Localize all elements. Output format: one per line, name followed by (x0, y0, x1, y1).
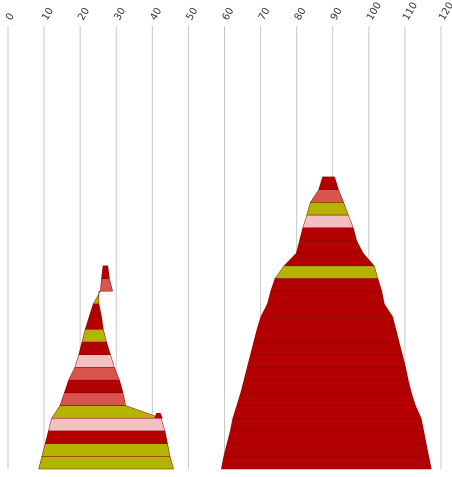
right-stack-band-19 (302, 214, 354, 228)
left-stack-band-3 (48, 417, 166, 432)
right-stack (220, 176, 432, 470)
tick-label-50: 50 (184, 6, 200, 23)
right-stack-band-13 (267, 290, 385, 305)
left-stack-band-5 (59, 392, 126, 406)
right-stack-band-17 (295, 240, 364, 254)
right-stack-band-1 (223, 443, 430, 457)
tick-label-0: 0 (4, 11, 17, 22)
right-stack-band-0 (220, 456, 432, 470)
tick-label-70: 70 (257, 6, 273, 23)
left-stack-band-14 (100, 278, 113, 292)
right-stack-band-22 (318, 176, 339, 190)
left-stack-band-4 (51, 405, 162, 419)
right-stack-band-2 (226, 430, 427, 444)
right-stack-band-8 (246, 354, 406, 368)
tick-label-40: 40 (148, 6, 164, 23)
left-stack-band-8 (74, 354, 115, 368)
right-stack-band-20 (306, 202, 349, 216)
right-stack-band-7 (243, 367, 409, 381)
tick-label-120: 120 (437, 0, 452, 22)
right-stack-band-3 (229, 417, 425, 432)
left-stack-band-13 (92, 290, 101, 305)
left-stack-band-2 (44, 430, 168, 444)
right-stack-band-10 (253, 329, 400, 343)
left-stack-band-12 (88, 303, 102, 317)
right-stack-band-9 (250, 341, 403, 355)
x-axis-tick-labels: 0 10 20 30 40 50 60 70 80 90 100 110 120 (4, 0, 452, 22)
stacked-shapes (38, 176, 432, 470)
left-stack-band-0 (38, 456, 174, 470)
left-stack-band-6 (63, 379, 124, 394)
right-stack-band-11 (256, 316, 397, 330)
tick-label-110: 110 (401, 0, 420, 22)
right-stack-band-16 (283, 252, 375, 267)
left-stack-bump-0 (154, 412, 163, 419)
left-stack-band-10 (81, 329, 107, 343)
left-stack-band-7 (68, 367, 120, 381)
right-stack-band-6 (240, 379, 412, 394)
left-stack-band-11 (84, 316, 104, 330)
tick-label-100: 100 (365, 0, 384, 22)
tick-label-60: 60 (221, 6, 237, 23)
left-stack-band-1 (41, 443, 171, 457)
right-stack-band-14 (270, 278, 383, 292)
left-stack-band-15 (101, 265, 110, 279)
tick-label-90: 90 (329, 6, 345, 23)
right-stack-band-15 (274, 265, 379, 279)
tick-label-30: 30 (112, 6, 128, 23)
tick-label-10: 10 (40, 6, 56, 23)
tick-label-80: 80 (293, 6, 309, 23)
right-stack-band-5 (236, 392, 416, 406)
left-stack (38, 265, 174, 470)
right-stack-band-21 (309, 189, 344, 203)
tick-label-20: 20 (76, 6, 92, 23)
right-stack-band-4 (232, 405, 422, 419)
right-stack-band-18 (299, 227, 357, 241)
right-stack-band-12 (260, 303, 394, 317)
left-stack-band-9 (78, 341, 111, 355)
